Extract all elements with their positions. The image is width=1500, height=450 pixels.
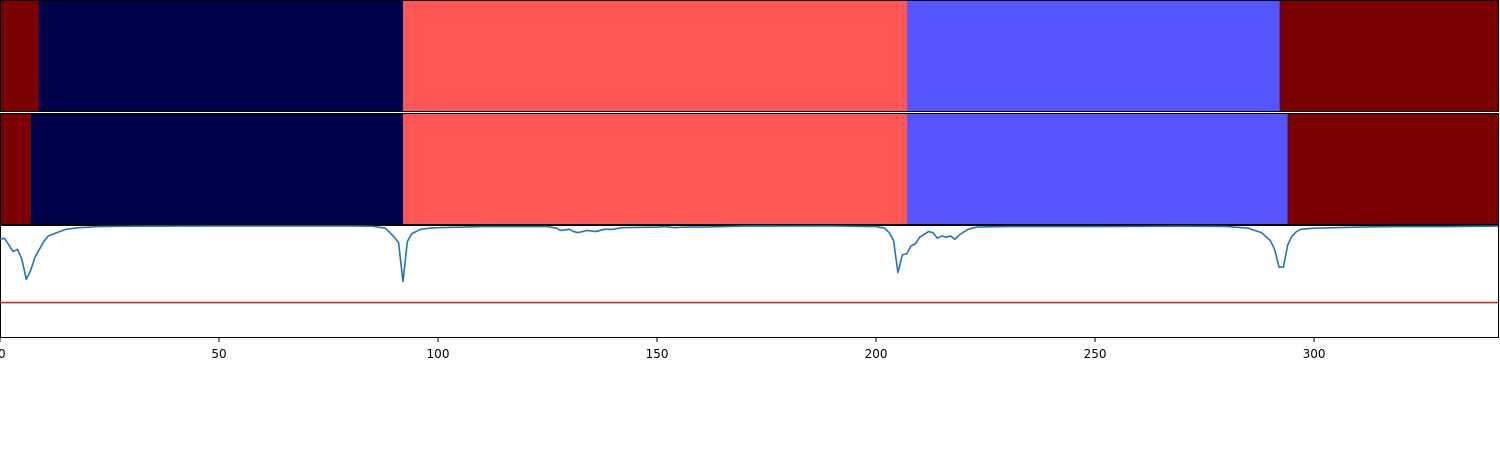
x-tick-label-0: 0 — [0, 347, 6, 361]
segment-bar-row-2 — [0, 114, 1498, 224]
x-tick-label-50: 50 — [211, 347, 226, 361]
segment-row-2-2 — [30, 114, 403, 224]
x-tick-label-100: 100 — [427, 347, 450, 361]
segment-row-2-1 — [0, 114, 31, 224]
segment-bar-row-1 — [0, 1, 1498, 111]
segment-row-1-1 — [0, 1, 39, 111]
x-tick-label-150: 150 — [646, 347, 669, 361]
segment-row-2-4 — [906, 114, 1288, 224]
segment-bar-row-2-frame — [0, 113, 1499, 225]
signal-plot: 0 50 100 150 200 250 300 — [0, 225, 1499, 361]
segment-row-1-5 — [1279, 1, 1498, 111]
segment-row-2-5 — [1287, 114, 1498, 224]
signal-lines — [0, 225, 1499, 304]
segment-bar-row-1-frame — [0, 0, 1499, 112]
x-tick-label-300: 300 — [1303, 347, 1326, 361]
signal-series-line-1 — [0, 225, 1499, 283]
x-tick-label-250: 250 — [1084, 347, 1107, 361]
x-axis: 0 50 100 150 200 250 300 — [0, 338, 1325, 361]
segment-row-2-3 — [402, 114, 907, 224]
segment-row-1-2 — [38, 1, 403, 111]
segment-row-1-3 — [402, 1, 907, 111]
segment-row-1-4 — [906, 1, 1280, 111]
x-tick-label-200: 200 — [865, 347, 888, 361]
